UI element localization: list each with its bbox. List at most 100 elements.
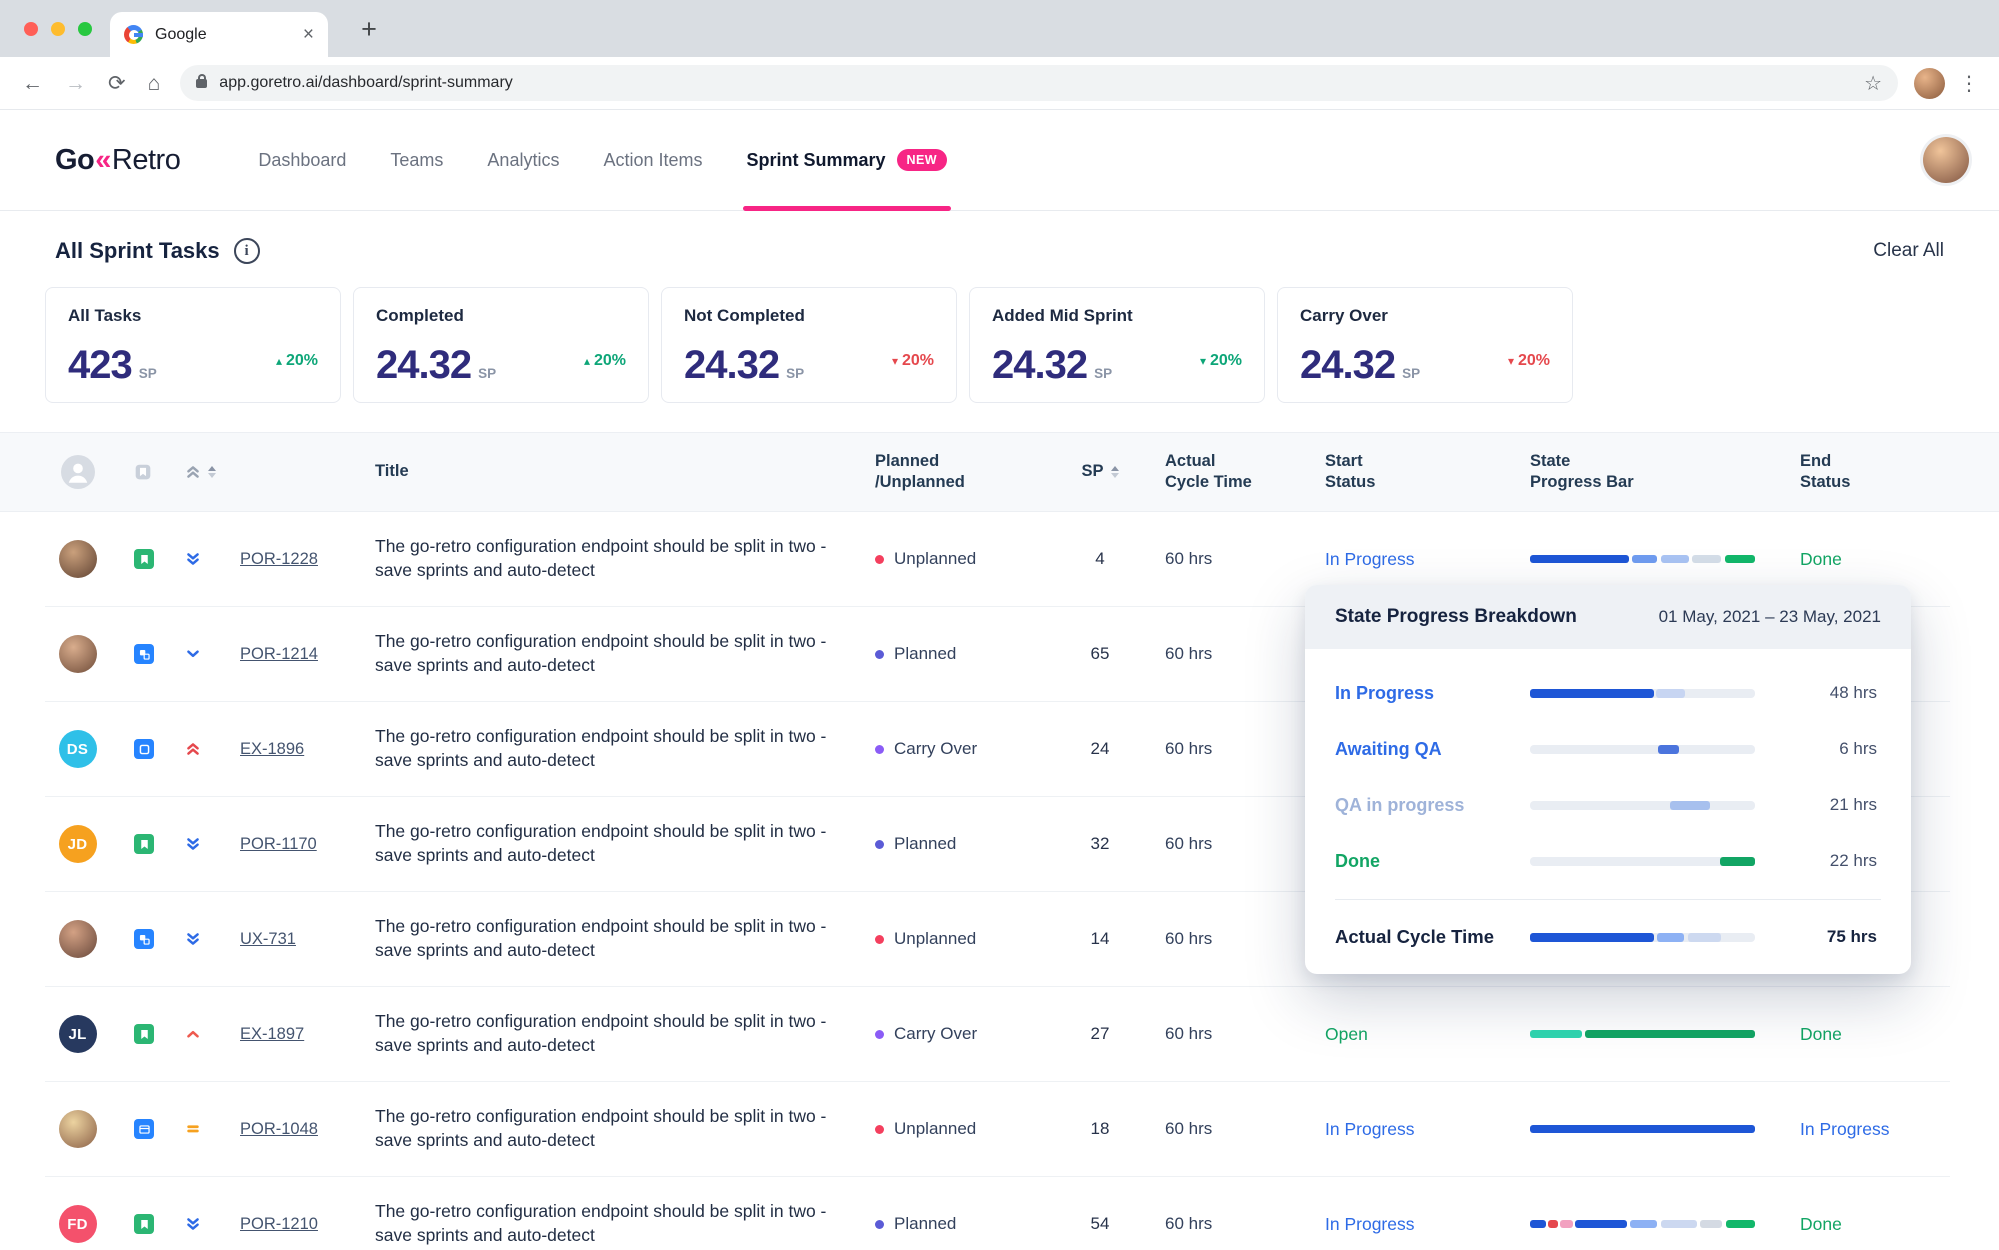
planned-dot-icon	[875, 1029, 884, 1039]
state-progress-bar[interactable]	[1530, 1125, 1755, 1133]
type-column-icon[interactable]	[110, 463, 165, 481]
bar-segment	[1630, 1220, 1658, 1228]
sort-icon[interactable]	[208, 465, 216, 479]
trend-arrow-icon: ▾	[1507, 354, 1514, 368]
nav-item-action-items[interactable]: Action Items	[603, 149, 703, 170]
end-status: Done	[1800, 1023, 1842, 1044]
browser-tab[interactable]: Google ×	[110, 12, 328, 57]
trend-arrow-icon: ▴	[583, 354, 590, 368]
goretro-logo[interactable]: Go«Retro	[55, 143, 181, 177]
tooltip-footer-label: Actual Cycle Time	[1335, 926, 1495, 947]
assignee-avatar[interactable]	[58, 1110, 97, 1148]
story-points: 24	[1090, 739, 1110, 758]
issue-key-link[interactable]: POR-1048	[240, 1119, 318, 1138]
stat-card-completed[interactable]: Completed 24.32 SP ▴ 20%	[353, 287, 649, 403]
issue-key-link[interactable]: POR-1228	[240, 549, 318, 568]
stat-card-not-completed[interactable]: Not Completed 24.32 SP ▾ 20%	[661, 287, 957, 403]
state-progress-bar[interactable]	[1530, 555, 1755, 563]
tooltip-state-bar	[1530, 744, 1755, 754]
tooltip-state-hours: 48 hrs	[1829, 683, 1877, 702]
table-row[interactable]: DS EX-1896 The go-retro configuration en…	[45, 702, 1950, 797]
assignee-avatar[interactable]	[58, 635, 97, 673]
priority-down-icon	[185, 646, 201, 662]
state-progress-bar[interactable]	[1530, 1220, 1755, 1228]
user-avatar[interactable]	[1923, 137, 1969, 183]
browser-menu-icon[interactable]: ⋮	[1959, 72, 1979, 95]
minimize-window-button[interactable]	[51, 22, 65, 36]
planned-dot-icon	[875, 744, 884, 754]
assignee-avatar[interactable]: JD	[58, 825, 97, 863]
browser-profile-avatar[interactable]	[1914, 67, 1945, 99]
story-points: 14	[1090, 929, 1110, 948]
url-text[interactable]: app.goretro.ai/dashboard/sprint-summary	[219, 74, 513, 91]
nav-item-teams[interactable]: Teams	[390, 149, 444, 170]
column-header-title[interactable]: Title	[375, 462, 409, 481]
task-bookmark-icon	[134, 1214, 154, 1234]
story-points: 18	[1090, 1119, 1110, 1138]
issue-key-link[interactable]: POR-1214	[240, 644, 318, 663]
stat-label: Completed	[376, 306, 464, 325]
maximize-window-button[interactable]	[78, 22, 92, 36]
issue-key-link[interactable]: EX-1897	[240, 1024, 305, 1043]
trend-arrow-icon: ▾	[1199, 354, 1206, 368]
column-header-cycle-time[interactable]: Actual Cycle Time	[1165, 451, 1252, 491]
assignee-column-icon[interactable]	[45, 455, 110, 489]
column-header-start-status[interactable]: Start Status	[1325, 451, 1376, 491]
issue-title: The go-retro configuration endpoint shou…	[375, 1106, 827, 1150]
stat-label: Carry Over	[1300, 306, 1388, 325]
assignee-avatar[interactable]: JL	[58, 1015, 97, 1053]
issue-key-link[interactable]: EX-1896	[240, 739, 305, 758]
actual-cycle-time: 60 hrs	[1165, 1024, 1213, 1043]
page-head: All Sprint Tasks i Clear All	[55, 231, 1944, 271]
reload-button[interactable]: ⟳	[108, 71, 126, 95]
tooltip-row: QA in progress 21 hrs	[1335, 777, 1881, 833]
address-bar[interactable]: app.goretro.ai/dashboard/sprint-summary …	[180, 65, 1898, 101]
issue-key-link[interactable]: POR-1170	[240, 834, 317, 853]
table-row[interactable]: JD POR-1170 The go-retro configuration e…	[45, 797, 1950, 892]
back-button[interactable]: ←	[22, 71, 43, 95]
column-header-sp[interactable]: SP	[1065, 461, 1135, 482]
table-row[interactable]: FD POR-1210 The go-retro configuration e…	[45, 1177, 1950, 1250]
priority-up-icon	[185, 1026, 201, 1042]
column-header-end-status[interactable]: End Status	[1800, 451, 1851, 491]
bookmark-star-icon[interactable]: ☆	[1864, 72, 1882, 95]
table-row[interactable]: JL EX-1897 The go-retro configuration en…	[45, 987, 1950, 1082]
tooltip-footer-hours: 75 hrs	[1826, 927, 1877, 946]
state-progress-bar[interactable]	[1530, 1030, 1755, 1038]
stat-card-all-tasks[interactable]: All Tasks 423 SP ▴ 20%	[45, 287, 341, 403]
table-row[interactable]: POR-1048 The go-retro configuration endp…	[45, 1082, 1950, 1177]
bar-segment	[1530, 555, 1629, 563]
issue-key-link[interactable]: POR-1210	[240, 1214, 318, 1233]
stat-card-added-mid-sprint[interactable]: Added Mid Sprint 24.32 SP ▾ 20%	[969, 287, 1265, 403]
assignee-avatar[interactable]	[58, 540, 97, 578]
table-row[interactable]: UX-731 The go-retro configuration endpoi…	[45, 892, 1950, 987]
nav-item-analytics[interactable]: Analytics	[487, 149, 560, 170]
column-header-planned[interactable]: Planned /Unplanned	[875, 451, 965, 491]
close-tab-icon[interactable]: ×	[302, 24, 314, 45]
story-icon	[134, 739, 154, 759]
table-row[interactable]: POR-1228 The go-retro configuration endp…	[45, 512, 1950, 607]
assignee-avatar[interactable]: FD	[58, 1205, 97, 1243]
assignee-avatar[interactable]: DS	[58, 730, 97, 768]
issue-key-link[interactable]: UX-731	[240, 929, 296, 948]
close-window-button[interactable]	[24, 22, 38, 36]
info-icon[interactable]: i	[233, 238, 260, 264]
start-status: In Progress	[1325, 1213, 1415, 1234]
assignee-avatar[interactable]	[58, 920, 97, 958]
home-button[interactable]: ⌂	[147, 71, 161, 95]
column-header-progress-bar[interactable]: State Progress Bar	[1530, 451, 1634, 491]
nav-item-dashboard[interactable]: Dashboard	[258, 149, 347, 170]
end-status: Done	[1800, 548, 1842, 569]
stat-card-carry-over[interactable]: Carry Over 24.32 SP ▾ 20%	[1277, 287, 1573, 403]
table-row[interactable]: POR-1214 The go-retro configuration endp…	[45, 607, 1950, 702]
clear-all-button[interactable]: Clear All	[1873, 240, 1944, 261]
forward-button[interactable]: →	[65, 71, 86, 95]
new-tab-button[interactable]: +	[361, 14, 377, 44]
stat-label: All Tasks	[68, 306, 142, 325]
priority-column-icon[interactable]	[165, 464, 240, 480]
nav-item-sprint-summary[interactable]: Sprint Summary NEW	[742, 110, 952, 211]
bar-segment	[1530, 688, 1654, 698]
sort-icon[interactable]	[1110, 465, 1119, 479]
logo-chevrons-icon: «	[95, 143, 111, 176]
